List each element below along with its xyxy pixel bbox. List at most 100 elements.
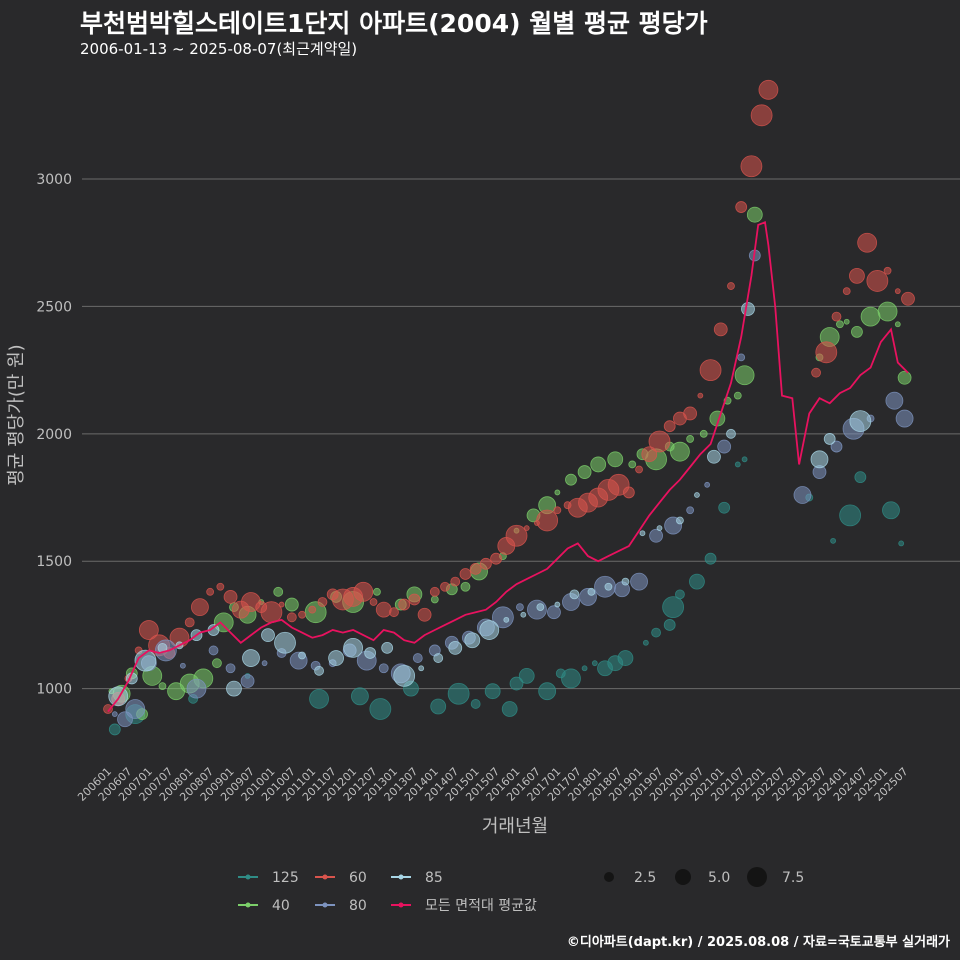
point-60 [713, 322, 728, 337]
point-80 [649, 528, 663, 543]
point-60 [857, 232, 878, 253]
point-80 [630, 572, 648, 591]
legend-key-dot [245, 874, 251, 880]
point-80 [261, 660, 268, 667]
size-legend-label: 5.0 [708, 870, 730, 886]
point-125 [518, 668, 535, 684]
legend-label: 모든 면적대 평균값 [425, 898, 537, 914]
point-40 [158, 682, 167, 691]
point-40 [577, 465, 592, 479]
point-85 [226, 680, 242, 697]
point-60 [553, 506, 562, 515]
legend-key-dot [398, 874, 404, 880]
point-60 [375, 601, 392, 618]
point-125 [351, 687, 369, 706]
point-125 [854, 471, 867, 484]
x-axis-title: 거래년월 [482, 816, 548, 837]
point-60 [389, 607, 399, 618]
point-40 [430, 595, 439, 604]
point-60 [883, 266, 892, 275]
point-125 [662, 596, 685, 619]
scatter-layer [103, 79, 915, 736]
point-60 [727, 282, 735, 290]
point-60 [298, 610, 306, 619]
average-price-line [107, 221, 909, 713]
point-60 [849, 267, 865, 284]
point-85 [726, 428, 736, 439]
point-60 [103, 704, 113, 714]
point-80 [686, 506, 695, 515]
point-40 [860, 306, 881, 327]
point-80 [111, 711, 118, 718]
y-tick-label: 1000 [36, 682, 72, 698]
point-85 [261, 628, 275, 643]
point-125 [718, 501, 731, 514]
point-40 [670, 441, 690, 462]
point-125 [704, 552, 717, 565]
point-125 [839, 504, 862, 527]
point-60 [635, 465, 643, 474]
point-125 [741, 456, 748, 463]
point-125 [734, 461, 741, 468]
point-125 [484, 683, 501, 700]
point-40 [284, 597, 299, 612]
point-85 [393, 665, 416, 687]
source-caption: ©디아파트(dapt.kr) / 2025.08.08 / 자료=국토교통부 실… [566, 935, 950, 950]
point-125 [447, 682, 470, 705]
point-40 [460, 581, 471, 592]
point-125 [675, 589, 685, 600]
point-85 [298, 651, 306, 660]
point-125 [309, 688, 329, 709]
point-60 [223, 590, 238, 604]
point-125 [369, 698, 392, 720]
point-60 [536, 509, 559, 532]
point-60 [191, 598, 209, 617]
y-tick-label: 3000 [36, 172, 72, 188]
point-85 [694, 492, 700, 498]
point-60 [479, 557, 492, 570]
axis-layer: 1000150020002500300020060120060720070120… [6, 172, 911, 837]
point-40 [373, 587, 381, 596]
y-tick-label: 1500 [36, 554, 72, 570]
point-85 [707, 449, 721, 464]
point-60 [758, 79, 779, 100]
point-125 [581, 665, 588, 672]
point-85 [849, 410, 872, 432]
point-40 [699, 429, 708, 438]
point-80 [378, 663, 389, 674]
point-60 [641, 446, 658, 463]
point-85 [554, 601, 561, 608]
point-40 [836, 320, 844, 329]
point-60 [278, 601, 285, 608]
size-legend-label: 7.5 [782, 870, 804, 886]
point-40 [628, 460, 637, 469]
point-85 [741, 302, 755, 316]
point-80 [225, 663, 236, 674]
point-85 [656, 525, 663, 532]
point-80 [895, 409, 914, 428]
point-85 [569, 589, 580, 600]
size-legend-circle [604, 872, 614, 882]
point-40 [746, 206, 763, 223]
point-125 [561, 668, 581, 689]
point-60 [286, 612, 297, 623]
point-60 [417, 607, 432, 622]
average-line-layer [107, 221, 909, 713]
point-40 [212, 658, 222, 669]
legend-label: 125 [272, 870, 299, 886]
point-80 [179, 662, 186, 669]
point-40 [590, 456, 607, 473]
point-85 [433, 653, 444, 663]
point-85 [520, 611, 527, 618]
point-60 [866, 270, 889, 292]
point-125 [830, 537, 837, 544]
point-85 [479, 620, 500, 640]
y-axis-title: 평균 평당가(만 원) [6, 344, 27, 485]
point-80 [704, 481, 711, 488]
point-60 [206, 587, 215, 596]
point-125 [108, 723, 121, 736]
point-60 [815, 341, 838, 364]
point-40 [734, 365, 755, 386]
